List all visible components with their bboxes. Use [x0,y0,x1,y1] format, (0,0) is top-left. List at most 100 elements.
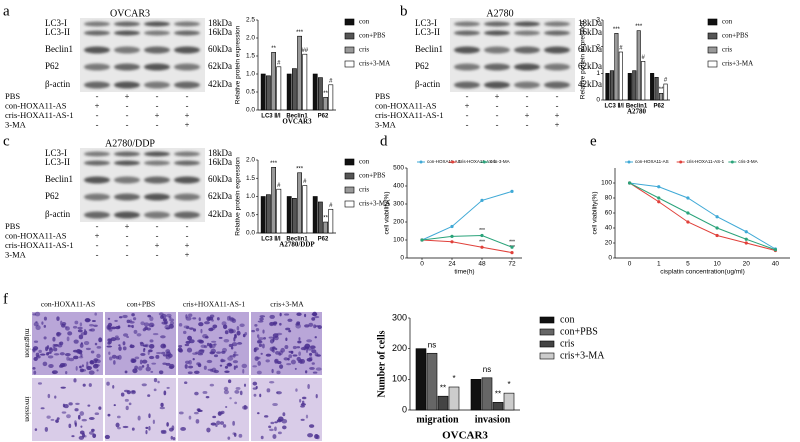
band-size: 18kDa [208,148,232,158]
cell [311,317,316,321]
cell [66,336,70,342]
y-tick-label: 0.0 [246,230,255,237]
band-size: 18kDa [578,18,602,28]
bar [297,172,302,234]
cell [131,427,135,431]
cell [276,391,282,395]
x-tick-label: LC3 Ⅱ/Ⅰ [261,113,281,120]
cell [89,323,94,327]
cell [243,405,247,410]
cell [143,347,146,351]
cell [187,371,193,375]
cell [308,424,315,428]
cell [117,426,121,430]
cell [117,325,121,329]
cell [227,436,231,440]
cell [75,366,78,371]
cell [123,389,129,393]
point [744,230,748,234]
cell [314,315,320,319]
cell [296,312,302,316]
band [144,30,170,36]
y-tick-label: 80 [605,195,613,202]
x-tick-label: P62 [653,104,664,110]
y-tick-label: 2 [596,43,600,50]
band-label: Beclin1 [45,44,73,54]
legend-swatch [539,352,555,360]
treatment-sign: - [526,100,529,110]
cell [34,311,41,317]
significance: ## [301,48,308,54]
bar [328,208,334,234]
bar [312,73,318,111]
cell [188,360,192,365]
cell [266,388,271,393]
cell [253,347,259,351]
band-label: LC3-II [415,27,440,37]
treatment-sign: - [96,110,99,120]
cell [127,325,133,328]
bar [426,352,438,411]
band [544,63,570,71]
cell [279,312,282,317]
band [514,21,540,27]
cell [52,336,56,342]
cell [155,354,160,359]
band [114,193,140,201]
treatment-name: cris-HOXA11-AS-1 [5,240,74,250]
cell [305,414,309,419]
cell [39,353,46,356]
band-size: 62kDa [208,191,232,201]
cell [178,411,184,415]
cell [265,353,272,357]
cell [33,370,37,375]
cell [256,356,261,360]
cell [98,337,103,343]
band [174,30,200,36]
treatment-name: PBS [375,91,390,101]
treatment-sign: - [126,110,129,120]
bar [470,379,482,411]
point [657,200,661,204]
cell [73,355,79,360]
x-tick-label: LC3 Ⅱ/Ⅰ [604,103,624,110]
cell [296,346,301,349]
cell [73,339,79,344]
y-tick-label: 300 [393,201,404,208]
cell [307,433,314,438]
bar [663,83,668,101]
cell [149,339,154,343]
cell [227,379,232,384]
cell [148,343,155,349]
bar [312,196,318,234]
treatment-sign: - [126,240,129,250]
cell [211,340,217,343]
band [174,160,200,166]
cell [68,402,73,406]
legend-label: con [560,314,574,325]
y-tick-label: 200 [392,343,407,353]
cell [104,434,110,440]
cell [313,324,317,329]
cell [172,436,176,441]
legend-label: cris-HOXA11-AS-1 [687,159,725,164]
cell [166,422,169,427]
cell [242,368,245,374]
cell [96,353,101,359]
bar [650,73,655,101]
cell [315,325,320,328]
band-size: 16kDa [578,27,602,37]
cell [145,366,151,372]
cell [143,322,150,327]
cell [300,347,306,351]
cell [122,314,128,319]
cell [82,432,86,438]
cell [228,329,234,334]
band [114,176,140,184]
cell [272,333,279,338]
y-tick-label: 100 [393,237,404,244]
bar [437,395,449,411]
legend-marker [627,160,631,164]
band [84,30,110,36]
cell [269,381,275,384]
